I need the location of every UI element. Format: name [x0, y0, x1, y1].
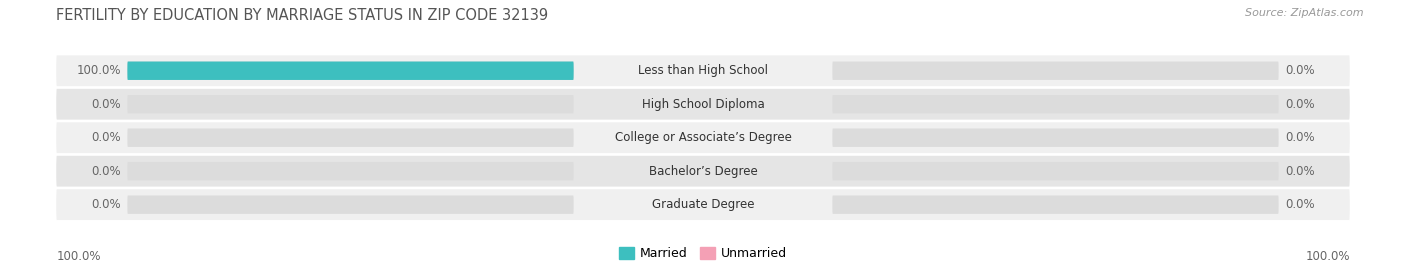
Text: 0.0%: 0.0% [91, 198, 121, 211]
FancyBboxPatch shape [56, 156, 1350, 187]
FancyBboxPatch shape [128, 95, 574, 113]
FancyBboxPatch shape [128, 62, 574, 80]
Text: FERTILITY BY EDUCATION BY MARRIAGE STATUS IN ZIP CODE 32139: FERTILITY BY EDUCATION BY MARRIAGE STATU… [56, 8, 548, 23]
FancyBboxPatch shape [56, 189, 1350, 220]
FancyBboxPatch shape [128, 162, 574, 180]
Text: Bachelor’s Degree: Bachelor’s Degree [648, 165, 758, 178]
Text: 100.0%: 100.0% [76, 64, 121, 77]
Legend: Married, Unmarried: Married, Unmarried [613, 242, 793, 265]
FancyBboxPatch shape [56, 122, 1350, 153]
Text: 100.0%: 100.0% [1305, 250, 1350, 263]
Text: 0.0%: 0.0% [91, 98, 121, 111]
Text: College or Associate’s Degree: College or Associate’s Degree [614, 131, 792, 144]
FancyBboxPatch shape [832, 162, 1278, 180]
FancyBboxPatch shape [832, 195, 1278, 214]
FancyBboxPatch shape [832, 62, 1278, 80]
Text: Less than High School: Less than High School [638, 64, 768, 77]
Text: 0.0%: 0.0% [91, 165, 121, 178]
FancyBboxPatch shape [128, 62, 574, 80]
Text: Graduate Degree: Graduate Degree [652, 198, 754, 211]
Text: 0.0%: 0.0% [1285, 198, 1315, 211]
FancyBboxPatch shape [128, 129, 574, 147]
FancyBboxPatch shape [56, 55, 1350, 86]
Text: 0.0%: 0.0% [91, 131, 121, 144]
Text: 100.0%: 100.0% [56, 250, 101, 263]
Text: 0.0%: 0.0% [1285, 131, 1315, 144]
Text: Source: ZipAtlas.com: Source: ZipAtlas.com [1246, 8, 1364, 18]
FancyBboxPatch shape [56, 89, 1350, 120]
FancyBboxPatch shape [128, 195, 574, 214]
Text: 0.0%: 0.0% [1285, 64, 1315, 77]
Text: High School Diploma: High School Diploma [641, 98, 765, 111]
FancyBboxPatch shape [832, 95, 1278, 113]
FancyBboxPatch shape [832, 129, 1278, 147]
Text: 0.0%: 0.0% [1285, 98, 1315, 111]
Text: 0.0%: 0.0% [1285, 165, 1315, 178]
